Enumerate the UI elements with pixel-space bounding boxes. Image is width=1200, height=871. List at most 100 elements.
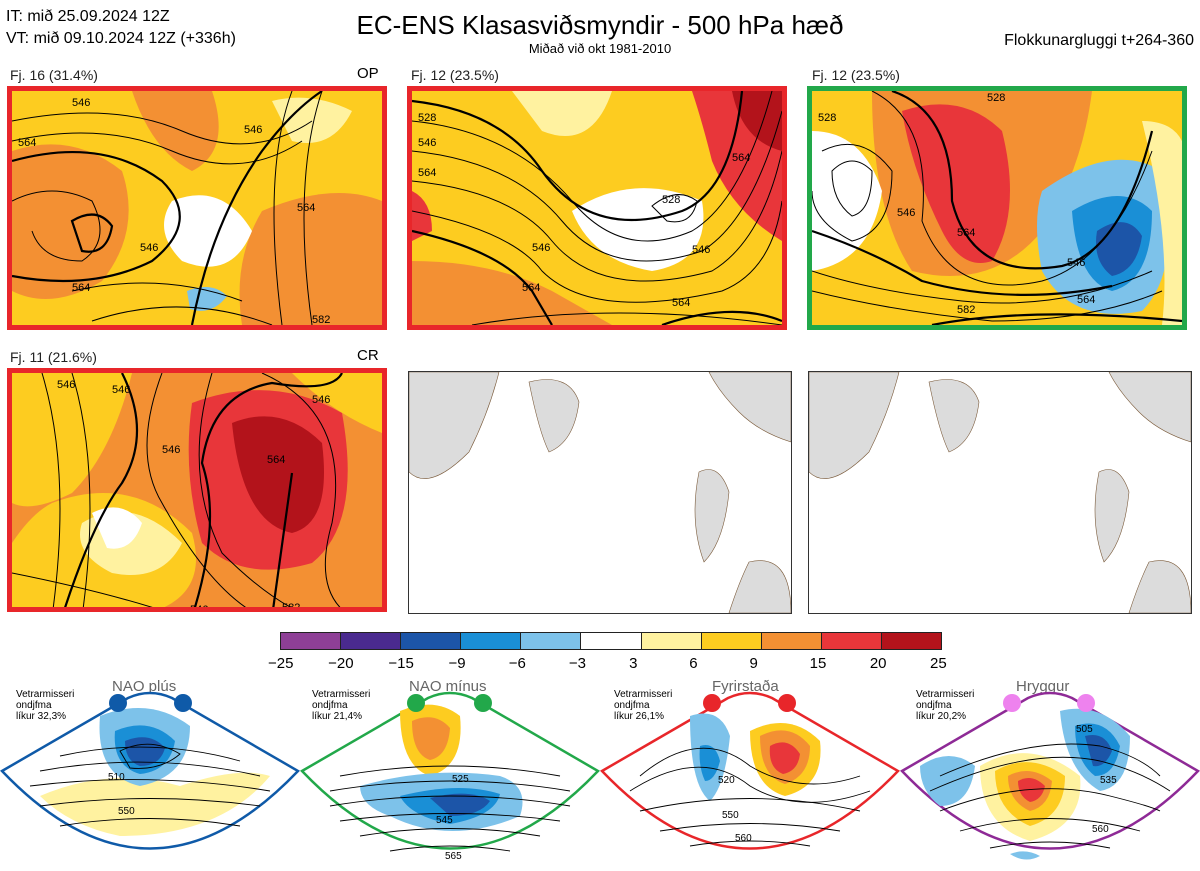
regime-1-info: Vetrarmisseri ondjfma líkur 32,3% xyxy=(16,689,74,722)
empty-map-1 xyxy=(408,371,792,614)
regime-4-title: Hryggur xyxy=(1016,678,1070,695)
contour-label: 520 xyxy=(718,775,735,786)
contour-label: 546 xyxy=(112,384,130,396)
regime-4-dot xyxy=(1077,694,1095,712)
colorbar-tick-label: −20 xyxy=(328,655,354,672)
contour-label: 505 xyxy=(1076,724,1093,735)
contour-label: 564 xyxy=(267,454,285,466)
cluster-2-label: Fj. 12 (23.5%) xyxy=(411,67,499,83)
cluster-1-label: Fj. 16 (31.4%) xyxy=(10,67,98,83)
regime-info-line: ondjfma xyxy=(614,700,650,711)
colorbar-tick-label: 9 xyxy=(749,655,758,672)
regime-1-title: NAO plús xyxy=(112,678,177,695)
cluster-4-tag: CR xyxy=(357,347,379,364)
cluster-2-map: 528 546 564 546 528 564 546 564 564 xyxy=(407,86,787,330)
regime-2-title: NAO mínus xyxy=(409,678,487,695)
cluster-1-tag: OP xyxy=(357,65,379,82)
regime-2-info: Vetrarmisseri ondjfma líkur 21,4% xyxy=(312,689,370,722)
contour-label: 564 xyxy=(522,282,540,294)
regime-info-line: líkur 21,4% xyxy=(312,711,363,722)
contour-label: 546 xyxy=(72,97,90,109)
contour-label: 550 xyxy=(722,810,739,821)
page-subtitle: Miðað við okt 1981-2010 xyxy=(528,41,672,56)
contour-label: 528 xyxy=(987,92,1005,104)
colorbar-swatch xyxy=(521,633,582,649)
cluster-4-map: 546 546 546 564 546 546 582 xyxy=(7,368,387,612)
colorbar xyxy=(280,632,942,650)
contour-label: 565 xyxy=(445,851,462,862)
colorbar-swatch xyxy=(401,633,462,649)
contour-label: 582 xyxy=(312,314,330,325)
regime-info-line: ondjfma xyxy=(916,700,952,711)
colorbar-tick-label: −3 xyxy=(568,655,587,672)
colorbar-swatch xyxy=(881,633,942,649)
regime-2-dot xyxy=(474,694,492,712)
colorbar-tick-label: −15 xyxy=(388,655,414,672)
colorbar-tick-label: 20 xyxy=(869,655,887,672)
contour-label: 535 xyxy=(1100,775,1117,786)
regime-info-line: líkur 32,3% xyxy=(16,711,67,722)
contour-label: 564 xyxy=(418,167,436,179)
cluster-3-label: Fj. 12 (23.5%) xyxy=(812,67,900,83)
header-dates: IT: mið 25.09.2024 12Z VT: mið 09.10.202… xyxy=(6,6,236,50)
colorbar-swatch xyxy=(281,633,342,649)
contour-label: 546 xyxy=(418,137,436,149)
regime-info-line: ondjfma xyxy=(16,700,52,711)
contour-label: 525 xyxy=(452,774,469,785)
regime-3-info: Vetrarmisseri ondjfma líkur 26,1% xyxy=(614,689,672,722)
colorbar-tick-label: 15 xyxy=(809,655,827,672)
regime-3-title: Fyrirstaða xyxy=(712,678,779,695)
colorbar-swatch xyxy=(701,633,762,649)
colorbar-swatch xyxy=(821,633,882,649)
contour-label: 564 xyxy=(72,282,90,294)
contour-label: 564 xyxy=(18,137,36,149)
colorbar-tick-label: −9 xyxy=(448,655,466,672)
regime-info-line: Vetrarmisseri xyxy=(16,689,75,700)
colorbar-swatch xyxy=(581,633,642,649)
regime-4-info: Vetrarmisseri ondjfma líkur 20,2% xyxy=(916,689,974,722)
contour-label: 546 xyxy=(692,244,710,256)
contour-label: 582 xyxy=(957,304,975,316)
contour-label: 546 xyxy=(244,124,262,136)
colorbar-tick-label: 3 xyxy=(629,655,638,672)
regime-1-map: 510 550 xyxy=(0,691,300,850)
regime-1-dot xyxy=(109,694,127,712)
regime-info-line: Vetrarmisseri xyxy=(312,689,371,700)
colorbar-tick-label: 25 xyxy=(930,655,947,672)
contour-label: 546 xyxy=(1067,257,1085,269)
page-title: EC-ENS Klasasviðsmyndir - 500 hPa hæð xyxy=(356,10,844,40)
colorbar-swatch xyxy=(761,633,822,649)
colorbar-swatch xyxy=(641,633,702,649)
colorbar-tick-label: 6 xyxy=(689,655,698,672)
cluster-window: Flokkunargluggi t+264-360 xyxy=(1004,32,1194,49)
regime-4-dot xyxy=(1003,694,1021,712)
contour-label: 550 xyxy=(118,806,135,817)
empty-map-2 xyxy=(808,371,1192,614)
regime-3-map: 520 550 560 xyxy=(600,691,900,850)
regime-2-dot xyxy=(407,694,425,712)
cluster-3-map: 528 528 546 564 546 564 582 xyxy=(807,86,1187,330)
colorbar-tick-label: −6 xyxy=(508,655,526,672)
regime-3-dot xyxy=(703,694,721,712)
cluster-1-map: 564 546 546 564 546 564 582 xyxy=(7,86,387,330)
valid-time: VT: mið 09.10.2024 12Z (+336h) xyxy=(6,30,236,47)
cluster-4-label: Fj. 11 (21.6%) xyxy=(10,349,97,365)
contour-label: 546 xyxy=(162,444,180,456)
contour-label: 510 xyxy=(108,772,125,783)
contour-label: 564 xyxy=(672,297,690,309)
contour-label: 546 xyxy=(312,394,330,406)
regime-info-line: líkur 20,2% xyxy=(916,711,967,722)
contour-label: 546 xyxy=(190,604,208,612)
regime-info-line: líkur 26,1% xyxy=(614,711,665,722)
colorbar-tick-label: −25 xyxy=(268,655,294,672)
colorbar-swatch xyxy=(461,633,522,649)
regime-info-line: Vetrarmisseri xyxy=(916,689,975,700)
regime-info-line: ondjfma xyxy=(312,700,348,711)
regime-3-dot xyxy=(778,694,796,712)
contour-label: 564 xyxy=(957,227,975,239)
regime-4-map: 505 535 560 xyxy=(900,691,1200,860)
contour-label: 560 xyxy=(1092,824,1109,835)
contour-label: 560 xyxy=(735,833,752,844)
contour-label: 546 xyxy=(57,379,75,391)
contour-label: 564 xyxy=(1077,294,1095,306)
